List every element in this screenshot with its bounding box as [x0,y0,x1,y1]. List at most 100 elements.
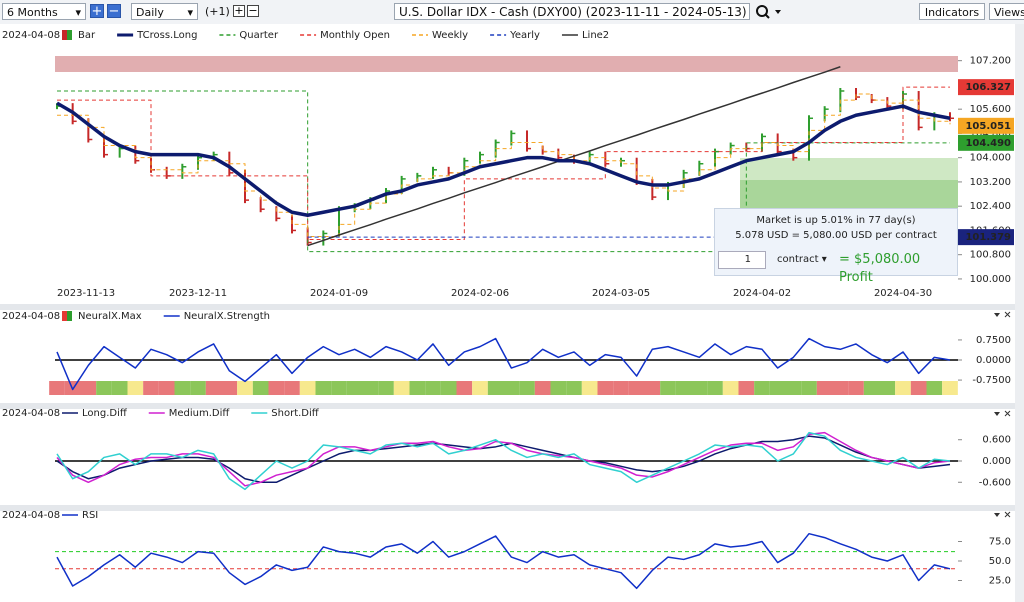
resistance-zone [55,56,958,72]
signal-cell [769,381,786,395]
y-tick-label: 102.400 [970,201,1011,212]
signal-cell [895,381,911,395]
signal-cell [315,381,332,395]
legend-label: Weekly [432,30,468,41]
signal-cell [722,381,739,395]
signal-cell [613,381,629,395]
legend-label: NeuralX.Strength [184,311,270,322]
profit-calculator: Market is up 5.01% in 77 day(s) 5.078 US… [714,208,958,285]
legend-label: Quarter [239,30,279,41]
x-tick-label: 2024-02-06 [451,288,509,299]
signal-cell [158,381,175,395]
signal-cell [566,381,582,395]
signal-cell [80,381,97,395]
signal-cell [96,381,112,395]
signal-cell [707,381,723,395]
signal-cell [519,381,535,395]
signal-cell [346,381,363,395]
signal-cell [879,381,896,395]
y-tick-label: 0.7500 [976,335,1011,346]
y-tick-label: 100.000 [970,274,1011,285]
signal-cell [754,381,770,395]
collapse-icon[interactable] [994,412,1000,416]
offset-plus[interactable]: + [233,4,245,17]
interval: Daily [136,6,164,19]
legend-swatch [67,30,72,40]
unit-select[interactable]: contract ▾ [777,254,827,265]
price-tag-label: 105.051 [965,121,1011,132]
close-icon[interactable] [1004,511,1011,518]
legend-swatch [62,30,67,40]
legend-swatch [62,311,67,321]
close-icon[interactable] [1004,311,1011,318]
y-tick-label: 75.0 [989,537,1011,548]
signal-cell [409,381,426,395]
signal-cell [425,381,441,395]
support-zone [740,158,958,180]
signal-cell [581,381,598,395]
signal-cell [832,381,849,395]
series-line [56,431,951,491]
signal-cell [268,381,285,395]
series-line [56,337,951,391]
legend-label: Yearly [509,30,540,41]
collapse-icon[interactable] [994,313,1000,317]
search-icon[interactable] [755,4,785,20]
signal-cell [174,381,191,395]
signal-cell [205,381,222,395]
offset: (+1) [205,5,230,18]
x-tick-label: 2024-03-05 [592,288,650,299]
signal-cell [440,381,457,395]
legend-label: Monthly Open [320,30,390,41]
interval-select[interactable]: Daily ▾ [131,3,198,20]
panel-controls [994,311,1011,518]
signal-cell [378,381,394,395]
quantity-input[interactable]: 1 [718,251,766,269]
symbol-title[interactable]: U.S. Dollar IDX - Cash (DXY00) (2023-11-… [394,3,750,20]
signal-cell [252,381,269,395]
legend-label: Medium.Diff [169,408,231,419]
zoom-out[interactable]: − [107,4,121,19]
series-line [56,101,951,218]
price-tag [958,229,1014,246]
legend-label: Long.Diff [82,408,128,419]
signal-cell [472,381,488,395]
legend-label: RSI [82,510,98,521]
legend-date: 2024-04-08 [2,510,60,521]
series-line [56,431,951,487]
y-tick-label: 103.200 [970,177,1011,188]
signal-cell [503,381,520,395]
y-tick-label: 104.800 [970,128,1011,139]
period-select[interactable]: 6 Months ▾ [2,3,86,20]
signal-cell [362,381,379,395]
zoom-in[interactable]: + [90,4,104,19]
signal-cell [299,381,316,395]
signal-cell [863,381,880,395]
signal-cell [331,381,347,395]
scrollbar[interactable] [1015,24,1024,602]
price-tag-label: 106.327 [965,82,1011,93]
offset-minus[interactable]: − [247,4,259,17]
legend-date: 2024-04-08 [2,408,60,419]
price-tag [958,79,1014,96]
series-line [307,66,841,247]
panel-separator [0,505,1015,511]
y-tick-label: 105.600 [970,104,1011,115]
signal-cell [456,381,473,395]
signal-cell [127,381,144,395]
signal-cell [550,381,567,395]
close-icon[interactable] [1004,410,1011,417]
signal-cell [534,381,551,395]
y-tick-label: 50.0 [989,556,1011,567]
legend-date: 2024-04-08 [2,311,60,322]
profit: = $5,080.00 Profit [839,252,921,285]
price-tag-label: 101.379 [965,232,1011,243]
views-button[interactable]: Views [989,3,1024,20]
quantity: 1 [744,254,751,265]
collapse-icon[interactable] [994,513,1000,517]
x-tick-label: 2023-11-13 [57,288,115,299]
price-tag [958,134,1014,151]
legend-swatch [67,311,72,321]
indicators-button[interactable]: Indicators [919,3,985,20]
